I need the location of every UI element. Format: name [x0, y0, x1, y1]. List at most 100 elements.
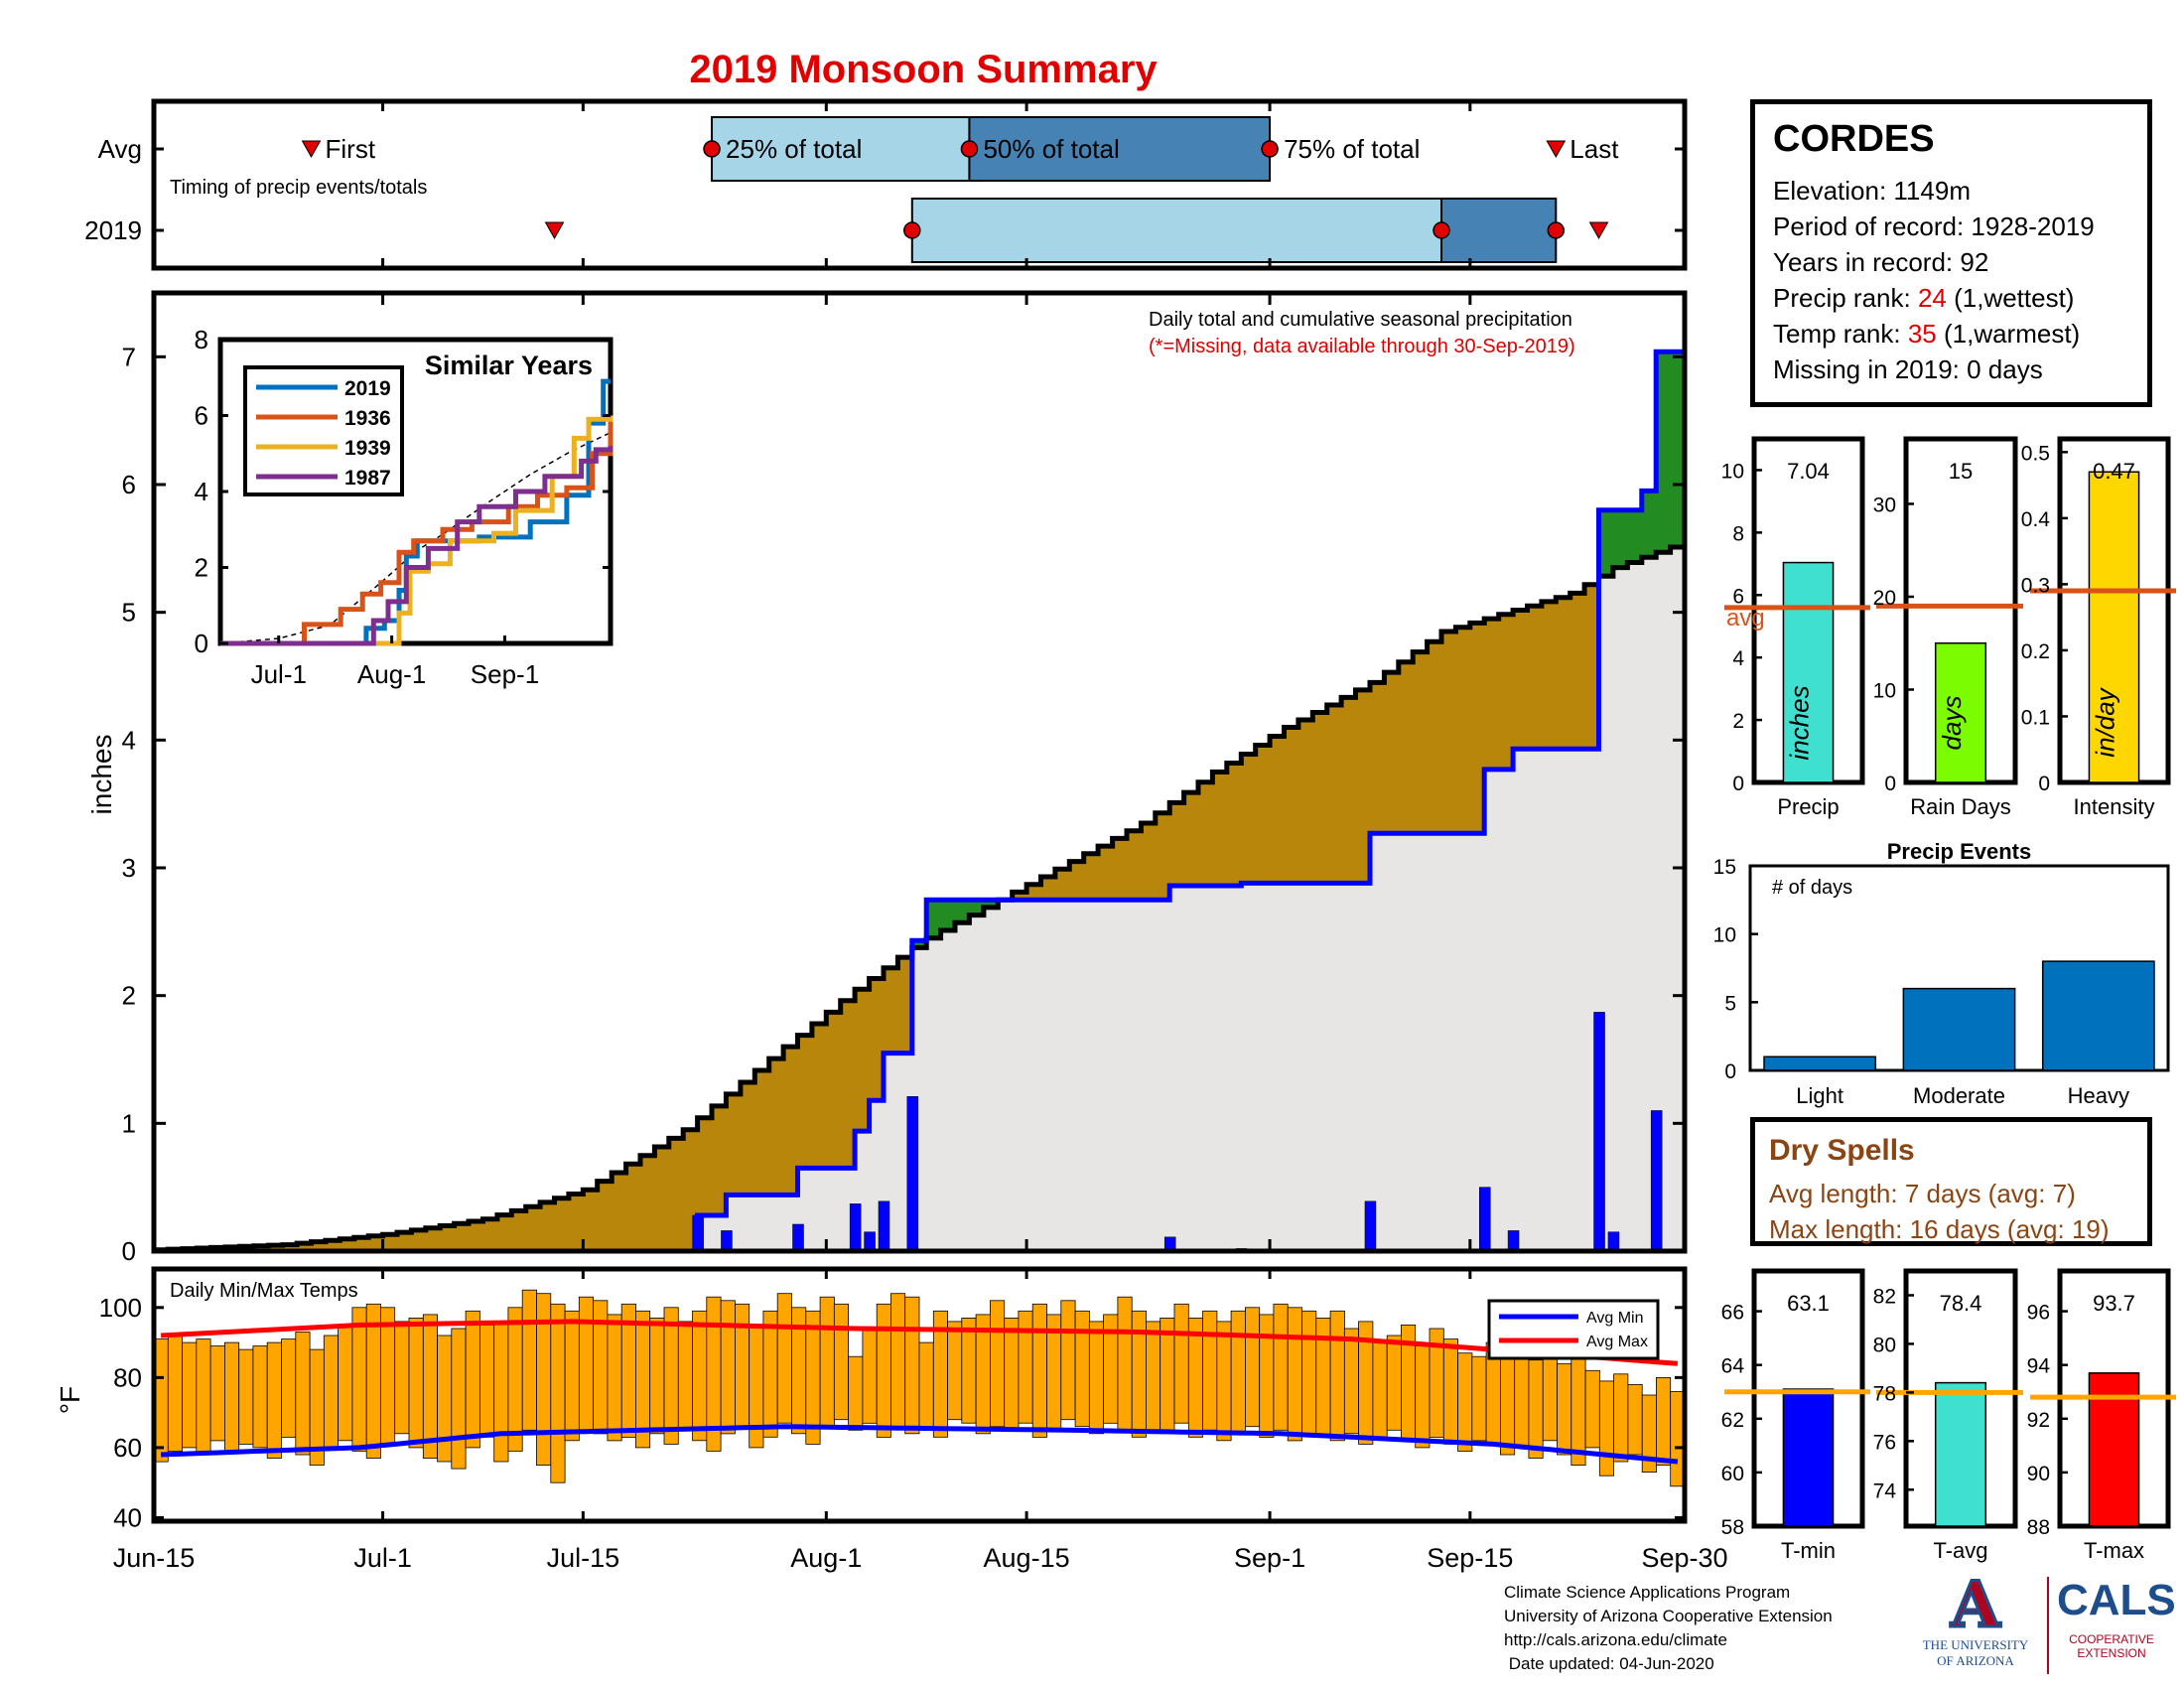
temp-frame	[151, 1266, 1688, 1524]
daily-precip-bar	[1478, 1187, 1491, 1252]
precip-stat-2-value-label: 0.47	[2093, 459, 2135, 484]
precip-stat-2-y-tick-label: 0.4	[2021, 508, 2051, 531]
avg-first-marker	[301, 140, 322, 159]
precip-stat-0-avg-label: avg	[1726, 605, 1765, 632]
station-name: CORDES	[1773, 118, 1935, 160]
temp-stat-0-value-label: 63.1	[1787, 1291, 1830, 1316]
temp-stat-2-y-tick-label: 90	[2027, 1463, 2050, 1485]
temp-stat-1-y-tick-label: 78	[1873, 1382, 1896, 1405]
temp-y-tick-label: 60	[113, 1433, 142, 1463]
temp-rank-line: Temp rank: 35 (1,warmest)	[1773, 316, 2129, 352]
daily-precip-bar	[721, 1230, 733, 1252]
daily-precip-bar	[1607, 1231, 1620, 1252]
precip-event-y-tick-label: 5	[1724, 992, 1736, 1015]
inset-y-tick-label: 8	[195, 325, 208, 354]
daily-temp-bar	[478, 1325, 495, 1438]
y2019-25-marker	[903, 221, 921, 239]
daily-temp-bar	[338, 1325, 353, 1442]
university-logo: A THE UNIVERSITY OF ARIZONA	[1916, 1572, 2035, 1669]
daily-temp-bar	[578, 1296, 594, 1431]
avg-25-50-box	[711, 116, 971, 182]
precip-stat-1-label: Rain Days	[1910, 794, 2010, 819]
cals-coop-line2: EXTENSION	[2077, 1646, 2146, 1660]
precip-rank-value: 24	[1917, 283, 1947, 313]
precip-stat-1-y-tick-label: 0	[1884, 773, 1896, 795]
y-tick-label: 3	[122, 853, 136, 883]
daily-temp-bar	[564, 1310, 580, 1442]
inset-x-tick-label: Jul-1	[251, 659, 307, 689]
avg-last-marker	[1546, 140, 1567, 159]
station-info-panel: CORDES Elevation: 1149m Period of record…	[1750, 99, 2152, 407]
y2019-50-75-box	[1440, 198, 1558, 263]
y-tick-label: 0	[122, 1236, 136, 1266]
temp-stat-2-value-label: 93.7	[2093, 1291, 2135, 1316]
precip-stat-2-y-tick-label: 0.3	[2021, 574, 2050, 597]
precip-stat-0-label: Precip	[1777, 794, 1839, 819]
temp-stat-0-y-tick-label: 66	[1721, 1302, 1744, 1325]
date-tick-label: Sep-15	[1427, 1543, 1513, 1573]
temp-stat-2-y-tick-label: 88	[2027, 1516, 2050, 1539]
daily-temp-bar	[961, 1318, 977, 1424]
avg-75-marker	[1261, 140, 1279, 158]
daily-temp-bar	[1273, 1303, 1289, 1431]
precip-rank-prefix: Precip rank:	[1773, 283, 1918, 313]
precip-annotation: Daily total and cumulative seasonal prec…	[1149, 309, 1572, 331]
cals-logo: CALS COOPERATIVE EXTENSION	[2057, 1577, 2176, 1661]
daily-temp-bar	[493, 1321, 509, 1463]
temp-stat-2-label: T-max	[2084, 1538, 2144, 1563]
precip-event-category-label: Heavy	[2068, 1083, 2129, 1108]
daily-temp-bar	[833, 1303, 849, 1421]
precip-stat-1-unit-label: days	[1937, 696, 1967, 751]
daily-temp-bar	[904, 1296, 920, 1435]
legend-avg-max-label: Avg Max	[1586, 1334, 1648, 1350]
daily-precip-bar	[1593, 1012, 1605, 1252]
y-tick-label: 4	[122, 725, 136, 755]
daily-temp-bar	[1031, 1303, 1047, 1438]
daily-temp-bar	[323, 1335, 339, 1449]
daily-temp-bar	[607, 1314, 622, 1442]
y2019-50-marker	[1433, 221, 1450, 239]
precip-events-annotation: # of days	[1772, 877, 1852, 899]
y-tick-label: 1	[122, 1108, 136, 1138]
precip-event-category-label: Light	[1796, 1083, 1843, 1108]
date-tick-label: Aug-1	[790, 1543, 862, 1573]
daily-temp-bar	[266, 1341, 282, 1459]
date-tick-label: Jul-1	[353, 1543, 412, 1573]
daily-temp-bar	[677, 1321, 693, 1431]
missing-note: (*=Missing, data available through 30-Se…	[1149, 336, 1575, 357]
daily-temp-bar	[1088, 1321, 1105, 1435]
inset-x-tick-label: Aug-1	[357, 659, 426, 689]
p50-label: 50% of total	[983, 134, 1119, 164]
missing-days-label: Missing in 2019: 0 days	[1773, 354, 2043, 384]
temp-stat-0-label: T-min	[1781, 1538, 1836, 1563]
daily-temp-bar	[394, 1321, 410, 1435]
inset-y-tick-label: 6	[195, 401, 208, 431]
daily-temp-bar	[550, 1303, 566, 1483]
precip-stat-0-y-tick-label: 2	[1732, 710, 1744, 733]
y-tick-label: 6	[122, 470, 136, 499]
precip-event-bar	[1902, 987, 2016, 1071]
temp-stat-1-label: T-avg	[1933, 1538, 1987, 1563]
daily-temp-bar	[1230, 1310, 1246, 1435]
date-tick-label: Sep-30	[1641, 1543, 1727, 1573]
daily-temp-bar	[1442, 1338, 1459, 1445]
temp-stat-0-y-tick-label: 62	[1721, 1409, 1744, 1432]
daily-temp-bar	[1173, 1303, 1189, 1424]
p75-label: 75% of total	[1284, 134, 1420, 164]
temp-y-axis-label: °F	[55, 1386, 85, 1414]
climatology-area	[154, 541, 1685, 1251]
precip-stat-2-y-tick-label: 0	[2038, 773, 2050, 795]
daily-temp-bar	[1457, 1352, 1473, 1452]
daily-temp-bar	[776, 1293, 792, 1424]
legend-label: 1987	[344, 467, 391, 490]
daily-temp-bar	[238, 1348, 254, 1445]
daily-temp-bar	[507, 1307, 523, 1452]
daily-precip-bar	[849, 1203, 862, 1252]
daily-temp-bar	[1329, 1310, 1345, 1442]
daily-temp-bar	[762, 1310, 778, 1438]
cals-coop-line1: COOPERATIVE	[2069, 1632, 2154, 1646]
precip-stat-0-y-tick-label: 0	[1732, 773, 1744, 795]
inset-x-tick-label: Sep-1	[471, 659, 539, 689]
cumulative-2019-line	[695, 349, 1685, 1251]
